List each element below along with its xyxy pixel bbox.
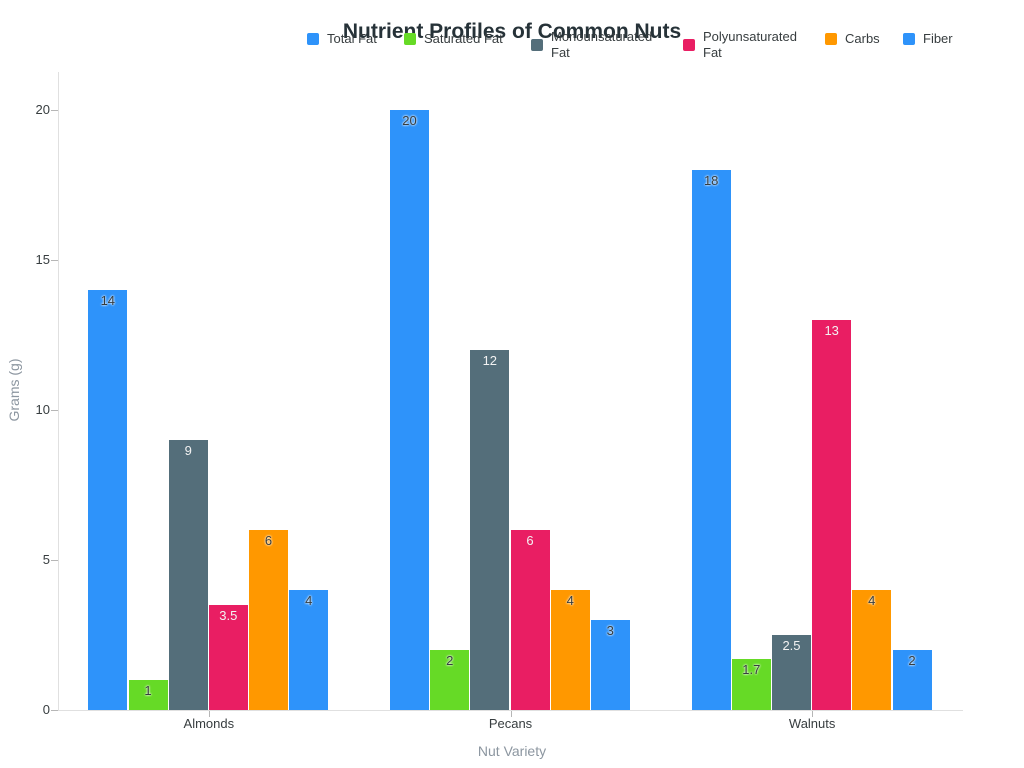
x-axis-category-label-pecans: Pecans: [488, 716, 533, 731]
bar-fiber-pecans[interactable]: [590, 620, 630, 710]
legend-marker-icon: [903, 33, 915, 45]
legend-label: Fiber: [923, 31, 953, 46]
legend-marker-icon: [683, 39, 695, 51]
y-axis-tick-mark: [51, 260, 58, 261]
legend-item-polyunsaturated-fat[interactable]: Polyunsaturated Fat: [683, 29, 815, 61]
legend-label: Carbs: [845, 31, 880, 46]
y-axis-line: [58, 72, 59, 711]
bar-carbs-almonds[interactable]: [249, 530, 288, 710]
legend-marker-icon: [531, 39, 543, 51]
bar-carbs-pecans[interactable]: [550, 590, 590, 710]
x-axis-tick-mark: [208, 711, 210, 717]
bar-polyunsaturated-fat-pecans[interactable]: [510, 530, 550, 710]
legend-label: Saturated Fat: [424, 31, 503, 46]
bar-polyunsaturated-fat-almonds[interactable]: [208, 605, 248, 710]
y-axis-tick-label: 20: [35, 102, 50, 117]
bar-total-fat-almonds[interactable]: [88, 290, 128, 710]
x-axis-tick-mark: [812, 711, 814, 717]
y-axis-tick-mark: [51, 410, 58, 411]
legend-item-saturated-fat[interactable]: Saturated Fat: [404, 31, 503, 47]
bar-fiber-almonds[interactable]: [289, 590, 329, 710]
y-axis-tick-label: 5: [42, 552, 50, 567]
legend-item-carbs[interactable]: Carbs: [825, 31, 880, 47]
legend-label: Total Fat: [327, 31, 377, 46]
bar-saturated-fat-pecans[interactable]: [430, 650, 470, 710]
x-axis-line: [58, 710, 963, 711]
bar-monounsaturated-fat-walnuts[interactable]: [772, 635, 811, 710]
bar-saturated-fat-almonds[interactable]: [128, 680, 168, 710]
bar-fiber-walnuts[interactable]: [892, 650, 932, 710]
x-axis-title: Nut Variety: [477, 743, 547, 759]
legend-marker-icon: [404, 33, 416, 45]
bar-monounsaturated-fat-pecans[interactable]: [470, 350, 510, 710]
legend-label: Monounsaturated Fat: [551, 29, 653, 60]
bar-saturated-fat-walnuts[interactable]: [731, 659, 771, 710]
y-axis-tick-mark: [51, 560, 58, 561]
y-axis-tick-label: 0: [42, 702, 50, 717]
y-axis-title: Grams (g): [6, 358, 22, 422]
bar-polyunsaturated-fat-walnuts[interactable]: [812, 320, 852, 710]
bar-carbs-walnuts[interactable]: [852, 590, 892, 710]
legend-label: Polyunsaturated Fat: [703, 29, 797, 60]
y-axis-tick-mark: [51, 110, 58, 111]
x-axis-category-label-walnuts: Walnuts: [788, 716, 836, 731]
bar-monounsaturated-fat-almonds[interactable]: [168, 440, 208, 710]
legend-marker-icon: [825, 33, 837, 45]
y-axis-tick-label: 10: [35, 402, 50, 417]
legend-item-monounsaturated-fat[interactable]: Monounsaturated Fat: [531, 29, 663, 61]
legend-item-fiber[interactable]: Fiber: [903, 31, 953, 47]
x-axis-category-label-almonds: Almonds: [183, 716, 235, 731]
legend-item-total-fat[interactable]: Total Fat: [307, 31, 377, 47]
y-axis-tick-mark: [51, 710, 58, 711]
legend-marker-icon: [307, 33, 319, 45]
bar-total-fat-walnuts[interactable]: [691, 170, 731, 710]
y-axis-tick-label: 15: [35, 252, 50, 267]
bar-total-fat-pecans[interactable]: [390, 110, 429, 710]
x-axis-tick-mark: [510, 711, 512, 717]
